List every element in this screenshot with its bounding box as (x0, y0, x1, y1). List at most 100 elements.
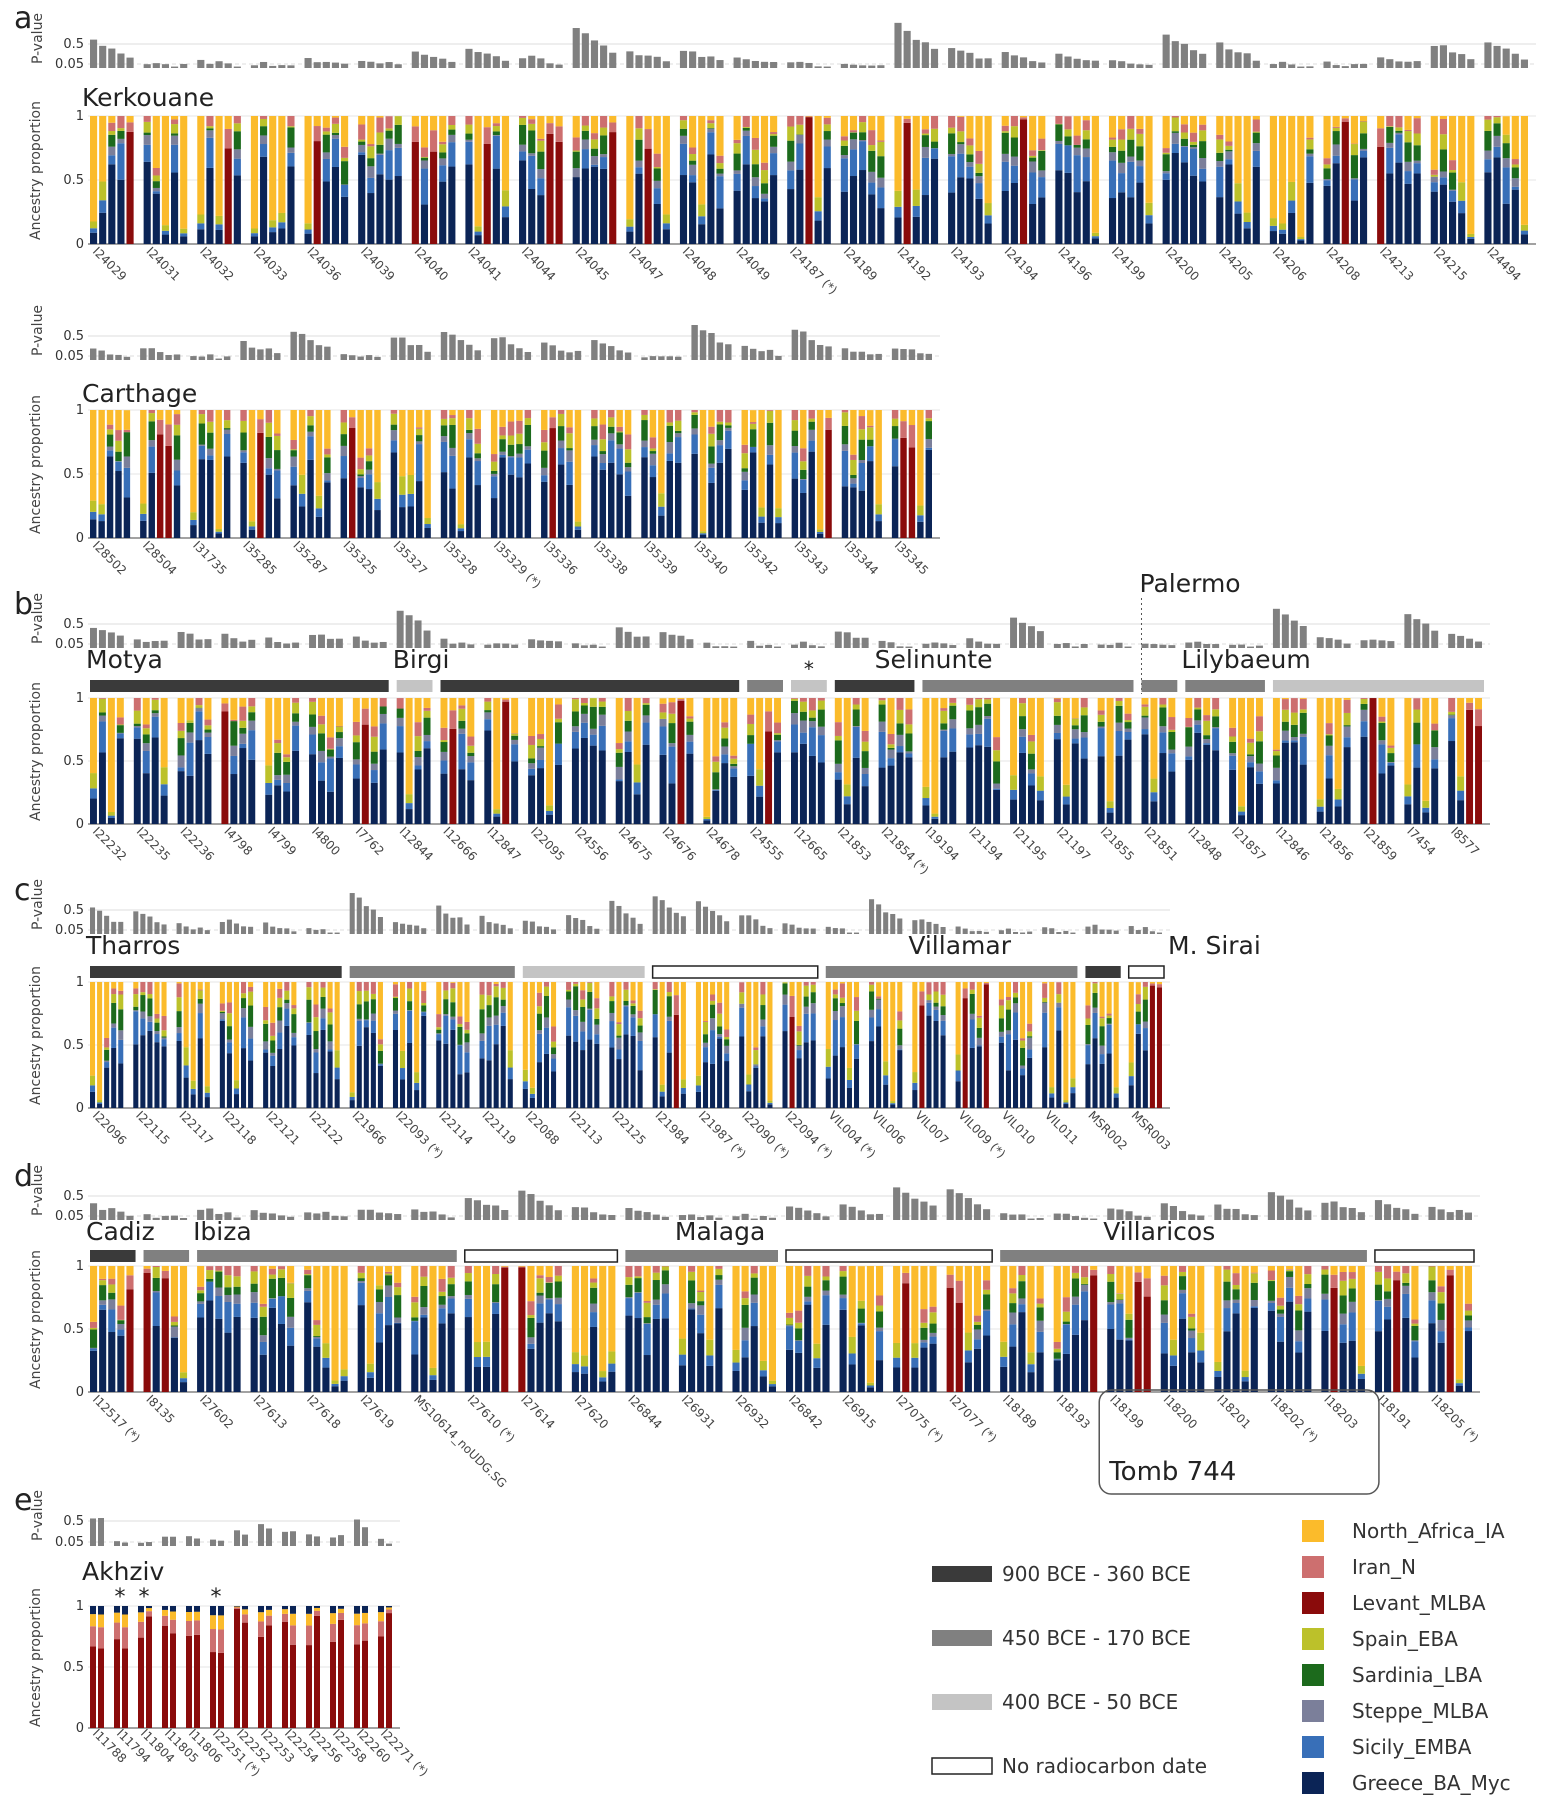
panel-1-ancestry-segment-sardinia-lba (528, 130, 536, 154)
panel-3-ancestry-segment-sicily-emba (861, 773, 869, 787)
panel-4-ancestry-segment-iran-n (263, 1006, 269, 1021)
panel-5-ancestry-segment-iran-n (152, 1266, 160, 1267)
panel-4-ancestry-segment-greece-ba-myc (479, 1058, 485, 1108)
panel-3-ancestry-segment-sardinia-lba (1360, 703, 1368, 710)
panel-3-ancestry-segment-sardinia-lba (440, 742, 448, 752)
panel-2-ancestry-segment-sardinia-lba (608, 426, 615, 434)
panel-3-ancestry-segment-greece-ba-myc (922, 805, 930, 824)
panel-3-ancestry-segment-steppe-mlba (116, 732, 124, 734)
panel-5-ancestry-segment-spain-eba (277, 1269, 286, 1278)
panel-5-pvalue-bar (1276, 1195, 1285, 1220)
panel-2-ancestry-segment-steppe-mlba (449, 447, 456, 456)
panel-1-ancestry-segment-spain-eba (814, 197, 822, 212)
panel-1-ancestry-segment-sardinia-lba (1180, 138, 1188, 147)
panel-4-ancestry-segment-greece-ba-myc (204, 1097, 210, 1108)
panel-3-ancestry-segment-sicily-emba (686, 741, 694, 754)
panel-6-ancestry-segment-levant-mlba (338, 1619, 344, 1728)
panel-3-ancestry-segment-sicily-emba (265, 782, 273, 795)
panel-1-ancestry-segment-iran-n (751, 137, 759, 150)
panel-5-ancestry-segment-greece-ba-myc (1276, 1341, 1285, 1392)
panel-1-ancestry-segment-sicily-emba (1306, 156, 1314, 183)
panel-4-ancestry-segment-levant-mlba (789, 1016, 795, 1108)
panel-3-ancestry-segment-steppe-mlba (834, 763, 842, 773)
panel-2-ancestry-segment-greece-ba-myc (658, 515, 665, 538)
panel-1-pvalue-bar (1404, 61, 1412, 68)
panel-5-ancestry-segment-spain-eba (1250, 1273, 1258, 1283)
panel-5-ancestry-segment-spain-eba (554, 1275, 562, 1282)
panel-3-ancestry-segment-spain-eba (528, 744, 536, 759)
panel-1-pvalue-bar (653, 56, 661, 68)
panel-6-letter: e (14, 1483, 32, 1518)
panel-4-ancestry-segment-iran-n (876, 996, 882, 999)
panel-4-pvalue-axis-label: P-value (30, 879, 46, 930)
panel-3-ancestry-segment-spain-eba (151, 699, 159, 711)
panel-3-ancestry-segment-sicily-emba (484, 719, 492, 731)
panel-4-ancestry-segment-iran-n (796, 1025, 802, 1032)
panel-4-ancestry-segment-steppe-mlba (421, 1011, 427, 1013)
panel-2-pvalue-axis-label: P-value (30, 305, 46, 356)
panel-2-pvalue-bar (449, 334, 456, 360)
panel-3-ancestry-segment-steppe-mlba (1431, 747, 1439, 760)
panel-3-ancestry-segment-north-africa-ia (502, 698, 510, 700)
panel-3-ancestry-segment-iran-n (1168, 717, 1176, 730)
panel-5-ancestry-segment-steppe-mlba (1339, 1313, 1347, 1325)
panel-3-date-range (834, 680, 915, 692)
panel-3-pvalue-bar (370, 642, 378, 648)
panel-4-ancestry-segment-spain-eba (154, 1018, 160, 1023)
panel-4-subsite-label: Villamar (908, 931, 1011, 960)
panel-5-ancestry-segment-iran-n (786, 1312, 794, 1318)
panel-1-pvalue-bar (600, 45, 608, 68)
panel-5-ancestry-segment-north-africa-ia (893, 1266, 901, 1343)
panel-1-pvalue-bar (957, 50, 965, 68)
panel-3-ancestry-segment-steppe-mlba (177, 755, 185, 768)
panel-2-ancestry-segment-sicily-emba (791, 452, 799, 479)
panel-3-ancestry-segment-north-africa-ia (493, 698, 501, 810)
panel-5-ancestry-segment-sicily-emba (420, 1314, 428, 1318)
legend-date-label: No radiocarbon date (1002, 1754, 1207, 1778)
panel-4-ancestry-segment-spain-eba (1113, 1087, 1119, 1094)
panel-3-ancestry-segment-greece-ba-myc (396, 752, 404, 824)
panel-1-ancestry-segment-spain-eba (1520, 224, 1528, 231)
panel-2-ancestry-segment-greece-ba-myc (557, 464, 565, 538)
panel-2-pvalue-bar (106, 354, 114, 360)
panel-1-pvalue-bar (751, 61, 759, 68)
panel-3-ancestry-segment-steppe-mlba (774, 740, 781, 742)
panel-6-ancestry-segment-greece-ba-myc (122, 1606, 128, 1615)
panel-3-ancestry-segment-sicily-emba (423, 741, 431, 749)
panel-3-sample-label: I12846 (1273, 824, 1312, 863)
panel-5-ancestry-segment-sardinia-lba (1062, 1321, 1070, 1325)
panel-1-ancestry-segment-north-africa-ia (331, 116, 340, 118)
panel-4-ancestry-segment-sardinia-lba (710, 1004, 716, 1019)
panel-4-ancestry-segment-sardinia-lba (1092, 992, 1098, 1008)
panel-5-ancestry-segment-iran-n (1411, 1319, 1419, 1324)
panel-1-ancestry-segment-steppe-mlba (679, 135, 688, 144)
panel-5-pvalue-bar (857, 1210, 865, 1220)
panel-2-ancestry-segment-greece-ba-myc (290, 485, 297, 538)
panel-5-ancestry-segment-greece-ba-myc (1107, 1328, 1115, 1392)
panel-3-ancestry-segment-iran-n (1027, 734, 1035, 742)
panel-4-ancestry-segment-greece-ba-myc (616, 1059, 622, 1108)
panel-3-sample-label: I7762 (353, 824, 387, 858)
panel-1-pvalue-bar (1199, 53, 1207, 68)
panel-1-ancestry-segment-steppe-mlba (206, 130, 214, 138)
panel-5-ancestry-segment-spain-eba (893, 1342, 901, 1358)
panel-5-ancestry-segment-greece-ba-myc (1428, 1323, 1436, 1392)
panel-4-pvalue-bar (154, 922, 160, 934)
panel-3-pvalue-bar (1413, 619, 1421, 648)
panel-5-sample-label: I27077 (*) (946, 1392, 999, 1445)
panel-1-ancestry-segment-north-africa-ia (1297, 116, 1305, 238)
panel-1-ancestry-segment-sardinia-lba (877, 156, 885, 178)
panel-3-ancestry-segment-spain-eba (1212, 709, 1220, 717)
panel-6-ancestry-segment-greece-ba-myc (98, 1606, 104, 1615)
panel-1-ancestry-segment-sardinia-lba (1386, 126, 1394, 143)
panel-4-ancestry-segment-greece-ba-myc (226, 1053, 232, 1108)
panel-3-ancestry-segment-iran-n (852, 698, 860, 705)
panel-1-pvalue-bar (430, 56, 438, 68)
panel-5-ancestry-segment-north-africa-ia (795, 1266, 803, 1311)
panel-4-ancestry-segment-sicily-emba (825, 1066, 831, 1079)
panel-4-ancestry-segment-iran-n (1012, 982, 1019, 993)
panel-2-ancestry-segment-steppe-mlba (123, 456, 131, 468)
panel-4-pvalue-bar (349, 893, 355, 934)
panel-4-ancestry-segment-sicily-emba (320, 1018, 326, 1030)
panel-4-ancestry-segment-sardinia-lba (623, 1001, 629, 1006)
